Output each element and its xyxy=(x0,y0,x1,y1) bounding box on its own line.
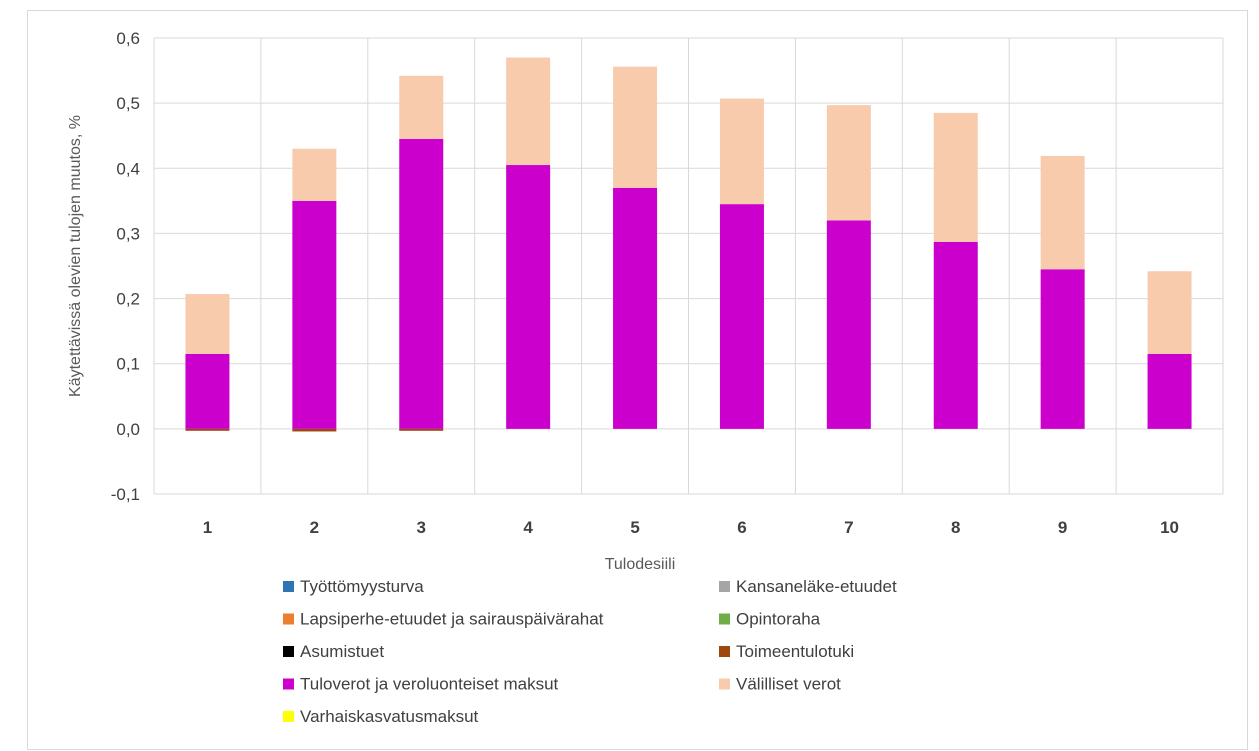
bar-segment xyxy=(185,353,230,429)
legend-swatch xyxy=(283,646,294,657)
legend-label: Lapsiperhe-etuudet ja sairauspäivärahat xyxy=(300,610,604,629)
y-tick-label: 0,6 xyxy=(116,29,140,48)
legend-swatch xyxy=(719,613,730,625)
legend-swatch xyxy=(283,678,294,690)
legend-label: Varhaiskasvatusmaksut xyxy=(300,707,479,726)
legend-label: Opintoraha xyxy=(736,610,821,629)
bar-segment xyxy=(399,428,444,431)
legend-swatch xyxy=(719,678,730,690)
x-tick-label: 1 xyxy=(203,518,212,537)
legend-swatch xyxy=(719,581,730,592)
bar-segment xyxy=(1040,155,1085,270)
y-tick-label: 0,0 xyxy=(116,420,140,439)
bar-segment xyxy=(506,165,551,429)
y-axis-title: Käytettävissä olevien tulojen muutos, % xyxy=(67,115,84,397)
y-tick-label: 0,1 xyxy=(116,355,140,374)
legend-swatch xyxy=(719,646,730,657)
bar-segment xyxy=(399,75,444,139)
bar-segment xyxy=(826,220,871,429)
x-tick-label: 3 xyxy=(417,518,426,537)
bar-segment xyxy=(1147,353,1192,429)
bar-segment xyxy=(719,98,764,205)
x-tick-label: 6 xyxy=(737,518,746,537)
x-tick-label: 8 xyxy=(951,518,960,537)
bar-segment xyxy=(1147,271,1192,354)
x-tick-label: 2 xyxy=(310,518,319,537)
bar-segment xyxy=(719,204,764,429)
bar-segment xyxy=(933,241,978,429)
legend-swatch xyxy=(283,711,294,722)
bar-segment xyxy=(399,138,444,429)
x-tick-label: 5 xyxy=(630,518,639,537)
y-tick-label: -0,1 xyxy=(111,485,140,504)
legend-label: Tuloverot ja veroluonteiset maksut xyxy=(300,675,559,694)
y-tick-label: 0,4 xyxy=(116,159,140,178)
x-tick-label: 7 xyxy=(844,518,853,537)
x-tick-label: 10 xyxy=(1160,518,1179,537)
bar-segment xyxy=(613,66,658,188)
legend-label: Toimeentulotuki xyxy=(736,642,854,661)
axes: -0,1 0,0 0,1 0,2 0,3 0,4 0,5 0,6 1 2 3 4 5 6 7 8 9 10 xyxy=(111,29,1179,537)
y-tick-label: 0,3 xyxy=(116,224,140,243)
bar-segment xyxy=(613,187,658,429)
legend-label: Välilliset verot xyxy=(736,675,841,694)
chart-frame: -0,1 0,0 0,1 0,2 0,3 0,4 0,5 0,6 1 2 3 4 5 6 7 8 9 10 Käy… xyxy=(27,10,1248,750)
legend-label: Kansaneläke-etuudet xyxy=(736,577,897,596)
legend-label: Työttömyysturva xyxy=(300,577,424,596)
bar-segment xyxy=(292,428,337,432)
bar-segment xyxy=(292,200,337,429)
bar-segment xyxy=(933,112,978,242)
y-tick-label: 0,5 xyxy=(116,94,140,113)
legend-label: Asumistuet xyxy=(300,642,384,661)
bar-segment xyxy=(185,294,230,354)
bar-segment xyxy=(292,148,337,201)
legend-swatch xyxy=(283,613,294,625)
legend-swatch xyxy=(283,581,294,592)
x-tick-label: 4 xyxy=(523,518,533,537)
stacked-bar-chart: -0,1 0,0 0,1 0,2 0,3 0,4 0,5 0,6 1 2 3 4 5 6 7 8 9 10 Käy… xyxy=(67,29,1224,726)
bar-segment xyxy=(185,428,230,431)
y-tick-label: 0,2 xyxy=(116,290,140,309)
bar-segment xyxy=(1040,269,1085,429)
bar-segment xyxy=(506,57,551,166)
x-axis-title: Tulodesiili xyxy=(605,556,676,573)
bar-segment xyxy=(826,105,871,221)
bars xyxy=(185,57,1192,432)
x-tick-label: 9 xyxy=(1058,518,1067,537)
legend: Työttömyysturva Kansaneläke-etuudet Lapsip… xyxy=(283,577,897,726)
